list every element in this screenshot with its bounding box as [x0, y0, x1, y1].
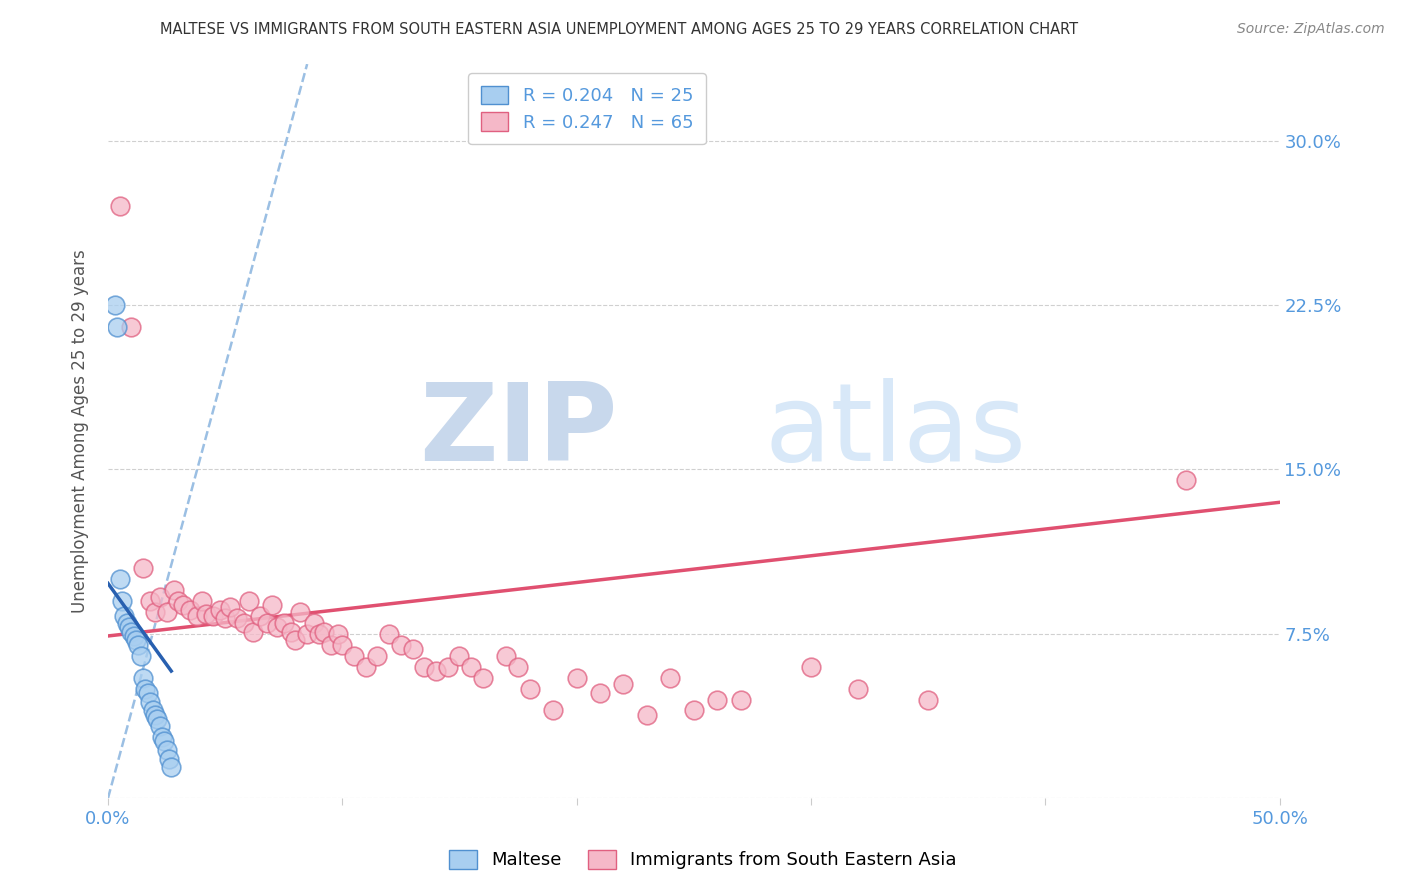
Point — [148, 590, 170, 604]
Point — [565, 671, 588, 685]
Legend: R = 0.204   N = 25, R = 0.247   N = 65: R = 0.204 N = 25, R = 0.247 N = 65 — [468, 73, 706, 145]
Point — [132, 561, 155, 575]
Point — [1174, 474, 1197, 488]
Point — [302, 615, 325, 630]
Point — [111, 594, 134, 608]
Point — [209, 603, 232, 617]
Point — [195, 607, 218, 621]
Text: MALTESE VS IMMIGRANTS FROM SOUTH EASTERN ASIA UNEMPLOYMENT AMONG AGES 25 TO 29 Y: MALTESE VS IMMIGRANTS FROM SOUTH EASTERN… — [159, 22, 1078, 37]
Point — [659, 671, 682, 685]
Point — [330, 638, 353, 652]
Point — [295, 627, 318, 641]
Text: Source: ZipAtlas.com: Source: ZipAtlas.com — [1237, 22, 1385, 37]
Point — [139, 695, 162, 709]
Point — [120, 320, 142, 334]
Point — [636, 707, 658, 722]
Point — [108, 199, 131, 213]
Point — [105, 320, 128, 334]
Point — [202, 609, 225, 624]
Point — [319, 638, 342, 652]
Point — [366, 648, 388, 663]
Point — [284, 633, 307, 648]
Point — [308, 627, 330, 641]
Point — [139, 594, 162, 608]
Point — [167, 594, 190, 608]
Point — [232, 615, 254, 630]
Point — [249, 609, 271, 624]
Point — [134, 681, 156, 696]
Point — [112, 609, 135, 624]
Point — [288, 605, 311, 619]
Point — [132, 671, 155, 685]
Point — [266, 620, 288, 634]
Point — [141, 704, 163, 718]
Point — [343, 648, 366, 663]
Point — [471, 671, 494, 685]
Point — [260, 599, 283, 613]
Point — [917, 692, 939, 706]
Point — [129, 648, 152, 663]
Point — [118, 620, 141, 634]
Point — [506, 659, 529, 673]
Point — [378, 627, 401, 641]
Y-axis label: Unemployment Among Ages 25 to 29 years: Unemployment Among Ages 25 to 29 years — [72, 249, 89, 613]
Point — [425, 664, 447, 678]
Point — [125, 633, 148, 648]
Point — [800, 659, 823, 673]
Point — [225, 611, 247, 625]
Point — [214, 611, 236, 625]
Point — [449, 648, 471, 663]
Point — [541, 704, 564, 718]
Point — [108, 572, 131, 586]
Point — [495, 648, 517, 663]
Point — [413, 659, 436, 673]
Point — [730, 692, 752, 706]
Point — [354, 659, 377, 673]
Point — [120, 624, 142, 639]
Point — [242, 624, 264, 639]
Point — [136, 686, 159, 700]
Point — [122, 629, 145, 643]
Point — [846, 681, 869, 696]
Point — [682, 704, 704, 718]
Point — [256, 615, 278, 630]
Point — [179, 603, 201, 617]
Point — [589, 686, 612, 700]
Point — [146, 712, 169, 726]
Point — [186, 609, 208, 624]
Point — [238, 594, 260, 608]
Legend: Maltese, Immigrants from South Eastern Asia: Maltese, Immigrants from South Eastern A… — [440, 841, 966, 879]
Point — [157, 752, 180, 766]
Point — [218, 600, 240, 615]
Point — [280, 624, 302, 639]
Point — [150, 730, 173, 744]
Point — [160, 760, 183, 774]
Point — [312, 624, 335, 639]
Point — [436, 659, 458, 673]
Point — [143, 707, 166, 722]
Point — [148, 719, 170, 733]
Point — [706, 692, 728, 706]
Point — [162, 582, 184, 597]
Point — [190, 594, 212, 608]
Point — [143, 605, 166, 619]
Point — [612, 677, 634, 691]
Point — [273, 615, 295, 630]
Text: ZIP: ZIP — [419, 378, 617, 484]
Point — [115, 615, 138, 630]
Point — [519, 681, 541, 696]
Point — [460, 659, 482, 673]
Point — [153, 734, 176, 748]
Point — [401, 642, 423, 657]
Point — [326, 627, 349, 641]
Point — [104, 298, 127, 312]
Point — [155, 605, 177, 619]
Point — [155, 743, 177, 757]
Text: atlas: atlas — [763, 378, 1026, 484]
Point — [127, 638, 149, 652]
Point — [389, 638, 412, 652]
Point — [172, 599, 194, 613]
